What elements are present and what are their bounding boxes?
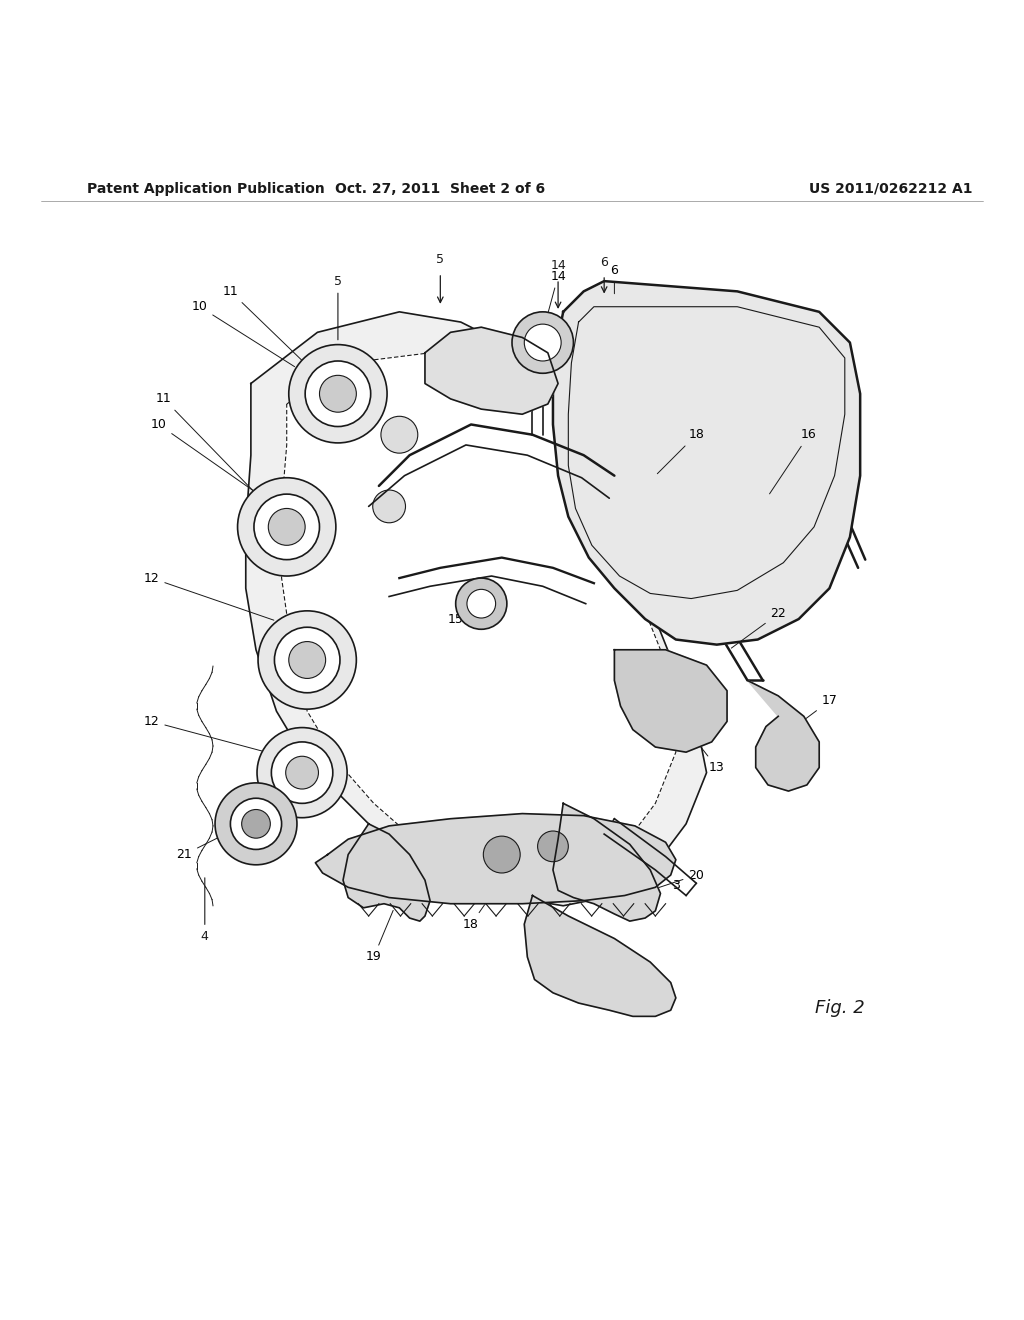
Text: 14: 14 <box>550 259 566 272</box>
Circle shape <box>289 345 387 444</box>
Circle shape <box>257 727 347 817</box>
Polygon shape <box>524 895 676 1016</box>
Circle shape <box>271 742 333 804</box>
Text: Patent Application Publication: Patent Application Publication <box>87 182 325 195</box>
Circle shape <box>381 416 418 453</box>
Polygon shape <box>246 312 727 906</box>
Text: 21: 21 <box>176 814 264 861</box>
Polygon shape <box>315 813 676 904</box>
Text: 10: 10 <box>191 300 295 367</box>
Circle shape <box>524 325 561 360</box>
Polygon shape <box>614 649 727 752</box>
Text: 5: 5 <box>436 252 444 265</box>
Circle shape <box>258 611 356 709</box>
Polygon shape <box>748 681 819 791</box>
Circle shape <box>242 809 270 838</box>
Circle shape <box>230 799 282 850</box>
Circle shape <box>456 578 507 630</box>
Circle shape <box>268 508 305 545</box>
Circle shape <box>305 360 371 426</box>
Text: 12: 12 <box>143 572 273 620</box>
Text: 19: 19 <box>366 911 393 964</box>
Polygon shape <box>282 352 701 875</box>
Polygon shape <box>343 824 430 921</box>
Text: 4: 4 <box>201 878 209 942</box>
Text: US 2011/0262212 A1: US 2011/0262212 A1 <box>809 182 973 195</box>
Circle shape <box>373 490 406 523</box>
Circle shape <box>467 589 496 618</box>
Text: 16: 16 <box>770 428 817 494</box>
Text: 6: 6 <box>600 256 608 269</box>
Text: 13: 13 <box>683 723 725 774</box>
Circle shape <box>483 836 520 873</box>
Polygon shape <box>553 804 660 921</box>
Text: 20: 20 <box>607 966 638 982</box>
Polygon shape <box>425 327 558 414</box>
Text: 10: 10 <box>151 418 259 495</box>
Circle shape <box>238 478 336 576</box>
Circle shape <box>319 375 356 412</box>
Text: 22: 22 <box>731 607 786 648</box>
Polygon shape <box>553 281 860 644</box>
Text: 5: 5 <box>334 275 342 339</box>
Text: 3: 3 <box>652 862 680 892</box>
Text: 11: 11 <box>222 285 315 374</box>
Circle shape <box>254 494 319 560</box>
Circle shape <box>286 756 318 789</box>
Circle shape <box>289 642 326 678</box>
Text: 18: 18 <box>657 428 705 474</box>
Text: 12: 12 <box>143 715 263 751</box>
Circle shape <box>215 783 297 865</box>
Text: 15: 15 <box>447 605 479 626</box>
Text: 17: 17 <box>791 694 838 730</box>
Text: 20: 20 <box>638 869 705 895</box>
Text: Fig. 2: Fig. 2 <box>815 999 864 1018</box>
Circle shape <box>274 627 340 693</box>
Circle shape <box>538 832 568 862</box>
Text: Oct. 27, 2011  Sheet 2 of 6: Oct. 27, 2011 Sheet 2 of 6 <box>335 182 546 195</box>
Text: 18: 18 <box>463 883 500 931</box>
Text: 14: 14 <box>544 269 566 330</box>
Text: 6: 6 <box>610 264 618 293</box>
Circle shape <box>512 312 573 374</box>
Text: 11: 11 <box>156 392 266 504</box>
